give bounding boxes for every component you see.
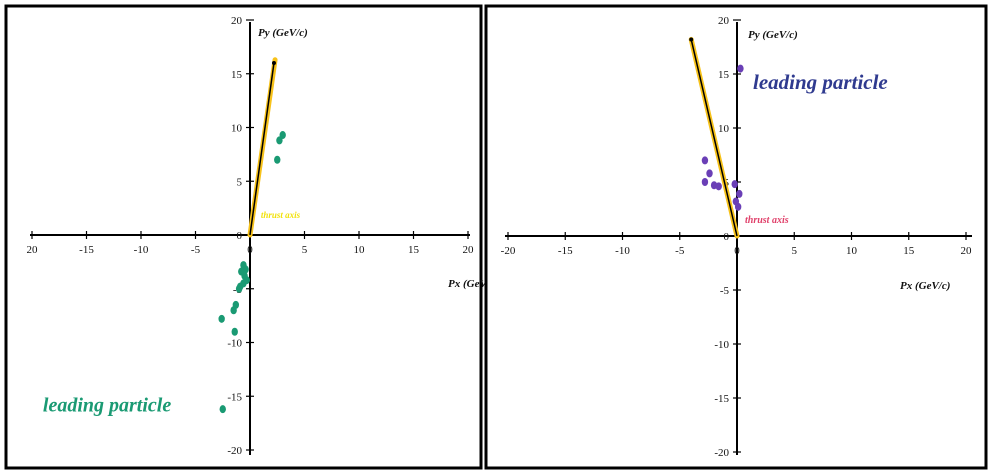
left-data-point <box>231 327 238 336</box>
right-y-tick-label: -20 <box>714 447 729 459</box>
left-x-tick-label: 20 <box>463 244 475 256</box>
left-panel: 20-15-10-50510152020151050-5-10-15-20Px … <box>4 4 498 470</box>
right-data-point <box>701 178 709 186</box>
left-panel-frame <box>4 4 483 470</box>
right-leading-particle-label: leading particle <box>753 70 888 94</box>
left-x-tick-label: -5 <box>191 244 201 256</box>
left-y-tick-label: -20 <box>227 445 242 457</box>
right-data-point <box>734 202 742 211</box>
left-x-tick-label: 15 <box>408 244 420 256</box>
left-y-tick-label: 0 <box>237 230 243 242</box>
right-x-tick-label: -5 <box>675 245 685 257</box>
left-y-tick-label: -15 <box>227 391 242 403</box>
left-x-tick-label: 20 <box>27 244 39 256</box>
right-y-tick-label: 10 <box>718 123 730 135</box>
right-x-tick-label: 20 <box>961 245 973 257</box>
right-y-tick-label: 0 <box>724 231 730 243</box>
right-y-tick-label: -5 <box>720 285 730 297</box>
right-data-point <box>715 182 722 191</box>
left-y-tick-label: 15 <box>231 69 243 81</box>
right-y-tick-label: 15 <box>718 69 730 81</box>
right-x-tick-label: -15 <box>558 245 573 257</box>
right-vector-tip <box>689 37 694 42</box>
left-y-axis-title: Py (GeV/c) <box>258 27 308 39</box>
right-x-tick-label: -10 <box>615 245 630 257</box>
left-x-tick-label: -15 <box>79 244 94 256</box>
left-x-tick-label: -10 <box>134 244 149 256</box>
left-y-tick-label: 5 <box>237 176 243 188</box>
left-data-point <box>279 131 286 140</box>
right-momentum-vector <box>690 39 738 237</box>
right-y-tick-label: -10 <box>714 339 729 351</box>
right-data-point <box>701 156 709 165</box>
right-x-tick-label: 5 <box>792 245 798 257</box>
left-leading-particle-label: leading particle <box>43 394 171 416</box>
right-panel: -20-15-10-50510152020151050-5-10-15-20Px… <box>484 4 988 470</box>
right-y-axis-title: Py (GeV/c) <box>748 29 798 41</box>
left-data-point <box>235 284 243 293</box>
left-data-point <box>218 314 225 323</box>
right-x-tick-label: -20 <box>501 245 516 257</box>
left-data-point <box>219 405 226 414</box>
right-x-tick-label: 15 <box>903 245 915 257</box>
left-data-point <box>274 155 281 164</box>
left-thrust-axis-label: thrust axis <box>261 210 301 220</box>
right-x-tick-label: 10 <box>846 245 858 257</box>
left-x-tick-label: 10 <box>354 244 366 256</box>
left-x-tick-label: 5 <box>302 244 308 256</box>
right-x-tick-label: 0 <box>734 245 740 257</box>
right-data-point <box>736 189 743 198</box>
left-data-point <box>230 306 237 315</box>
left-y-tick-label: -10 <box>227 338 242 350</box>
right-x-axis-title: Px (GeV/c) <box>900 280 950 292</box>
right-data-point <box>706 169 713 178</box>
right-data-point <box>737 64 744 73</box>
left-x-tick-label: 0 <box>247 244 253 256</box>
right-data-point <box>731 180 738 189</box>
right-y-tick-label: 20 <box>718 15 730 27</box>
left-vector-tip <box>271 61 276 65</box>
left-momentum-vector <box>249 62 275 236</box>
left-y-tick-label: 20 <box>231 15 243 27</box>
right-thrust-axis-label: thrust axis <box>745 215 789 226</box>
right-y-tick-label: -15 <box>714 393 729 405</box>
left-y-tick-label: 10 <box>231 123 243 135</box>
